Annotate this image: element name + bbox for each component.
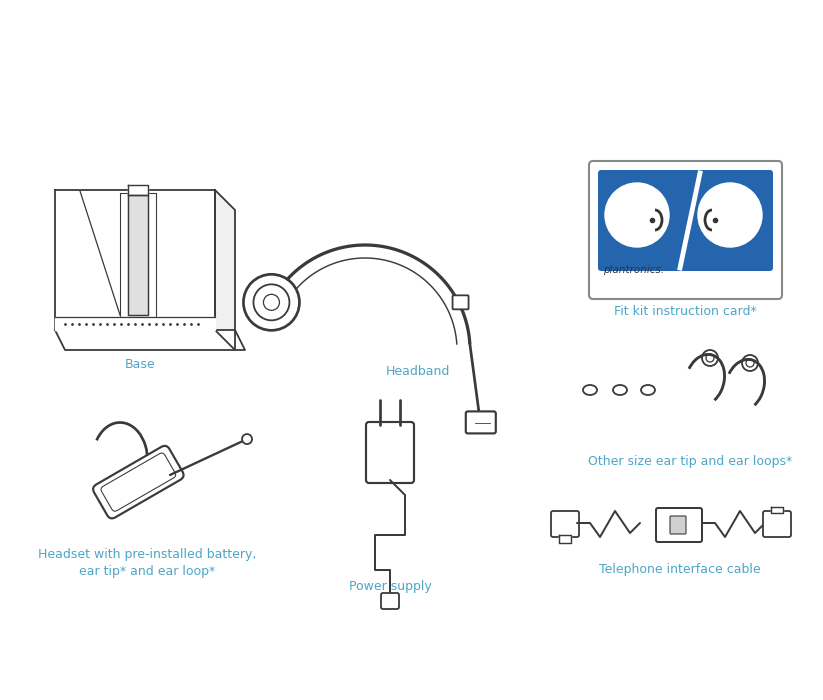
FancyBboxPatch shape: [598, 170, 773, 271]
Polygon shape: [55, 190, 215, 330]
Circle shape: [242, 434, 252, 444]
Polygon shape: [55, 330, 245, 350]
Polygon shape: [771, 507, 783, 513]
Polygon shape: [559, 535, 571, 543]
FancyBboxPatch shape: [453, 295, 468, 309]
Text: Other size ear tip and ear loops*: Other size ear tip and ear loops*: [588, 455, 792, 468]
FancyBboxPatch shape: [656, 508, 702, 542]
Text: Headband: Headband: [386, 365, 450, 378]
Text: Fit kit instruction card*: Fit kit instruction card*: [614, 305, 756, 318]
FancyBboxPatch shape: [93, 446, 184, 519]
FancyBboxPatch shape: [589, 161, 782, 299]
FancyBboxPatch shape: [381, 593, 399, 609]
Circle shape: [698, 183, 762, 247]
FancyBboxPatch shape: [366, 422, 414, 483]
FancyBboxPatch shape: [466, 412, 495, 433]
FancyBboxPatch shape: [551, 511, 579, 537]
Polygon shape: [128, 185, 148, 195]
Circle shape: [605, 183, 669, 247]
Text: Telephone interface cable: Telephone interface cable: [599, 563, 760, 576]
Text: Headset with pre-installed battery,
ear tip* and ear loop*: Headset with pre-installed battery, ear …: [38, 548, 256, 578]
Text: Base: Base: [125, 358, 156, 371]
Text: Power supply: Power supply: [349, 580, 431, 593]
FancyBboxPatch shape: [763, 511, 791, 537]
Circle shape: [244, 274, 300, 330]
FancyBboxPatch shape: [670, 516, 686, 534]
Polygon shape: [55, 317, 215, 330]
Polygon shape: [128, 195, 148, 315]
Text: plantronics.: plantronics.: [603, 265, 664, 275]
Polygon shape: [215, 190, 235, 350]
